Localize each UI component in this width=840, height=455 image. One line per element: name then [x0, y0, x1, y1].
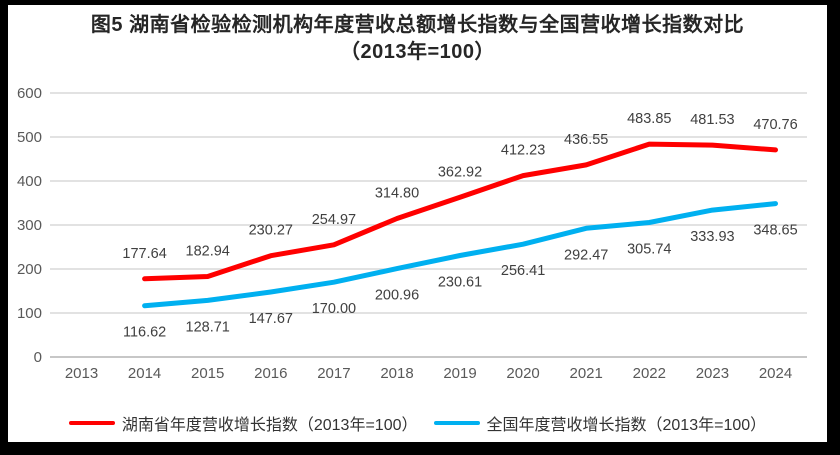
x-tick-label: 2024: [759, 365, 792, 382]
x-tick-label: 2013: [65, 365, 98, 382]
legend-item-hunan: 湖南省年度营收增长指数（2013年=100）: [68, 411, 418, 435]
series-line-0: [142, 141, 778, 282]
data-label: 182.94: [186, 244, 230, 260]
chart-legend: 湖南省年度营收增长指数（2013年=100） 全国年度营收增长指数（2013年=…: [8, 411, 827, 435]
data-label: 348.65: [753, 223, 797, 239]
series-line-1: [142, 201, 778, 309]
x-tick-label: 2021: [570, 365, 603, 382]
chart-title: 图5 湖南省检验检测机构年度营收总额增长指数与全国营收增长指数对比 （2013年…: [8, 12, 827, 66]
x-tick-label: 2014: [128, 365, 161, 382]
data-label: 362.92: [438, 164, 482, 180]
data-label: 256.41: [501, 263, 545, 279]
y-tick-label: 200: [17, 261, 42, 278]
data-label: 470.76: [753, 117, 797, 133]
data-label: 436.55: [564, 132, 608, 148]
legend-line-red: [68, 420, 115, 426]
chart-title-line1: 图5 湖南省检验检测机构年度营收总额增长指数与全国营收增长指数对比: [90, 14, 745, 36]
y-tick-label: 300: [17, 217, 42, 234]
data-label: 230.27: [249, 223, 293, 239]
data-label: 481.53: [690, 112, 734, 128]
data-label: 116.62: [123, 325, 166, 341]
data-label: 483.85: [627, 111, 671, 127]
data-label: 177.64: [122, 246, 166, 262]
legend-line-blue: [433, 420, 480, 426]
data-label: 128.71: [186, 319, 230, 335]
plot-area: 0 100 200 300 400 500 600 2013 2014 2015 2016 2017 2…: [17, 85, 807, 382]
x-tick-label: 2022: [633, 365, 666, 382]
data-label: 230.61: [438, 275, 482, 291]
data-label: 254.97: [312, 212, 356, 228]
data-label: 314.80: [375, 186, 419, 202]
data-label: 170.00: [312, 301, 356, 317]
y-tick-label: 400: [17, 173, 42, 190]
legend-item-national: 全国年度营收增长指数（2013年=100）: [433, 411, 767, 435]
chart-title-line2: （2013年=100）: [339, 41, 496, 63]
legend-label-national: 全国年度营收增长指数（2013年=100）: [486, 417, 767, 434]
x-tick-label: 2019: [443, 365, 476, 382]
chart-canvas: 图5 湖南省检验检测机构年度营收总额增长指数与全国营收增长指数对比 （2013年…: [8, 5, 827, 442]
y-tick-label: 600: [17, 85, 42, 102]
x-tick-label: 2018: [380, 365, 413, 382]
y-tick-label: 0: [34, 349, 42, 366]
x-tick-label: 2017: [317, 365, 350, 382]
x-tick-label: 2016: [254, 365, 287, 382]
data-label: 147.67: [249, 311, 293, 327]
data-label: 292.47: [564, 247, 608, 263]
data-label: 305.74: [627, 242, 671, 258]
data-label: 200.96: [375, 288, 419, 304]
data-label: 412.23: [501, 143, 545, 159]
y-tick-label: 100: [17, 305, 42, 322]
data-label: 333.93: [690, 229, 734, 245]
x-tick-label: 2023: [696, 365, 729, 382]
x-tick-label: 2020: [506, 365, 539, 382]
legend-label-hunan: 湖南省年度营收增长指数（2013年=100）: [121, 417, 418, 434]
y-tick-label: 500: [17, 129, 42, 146]
x-tick-label: 2015: [191, 365, 224, 382]
